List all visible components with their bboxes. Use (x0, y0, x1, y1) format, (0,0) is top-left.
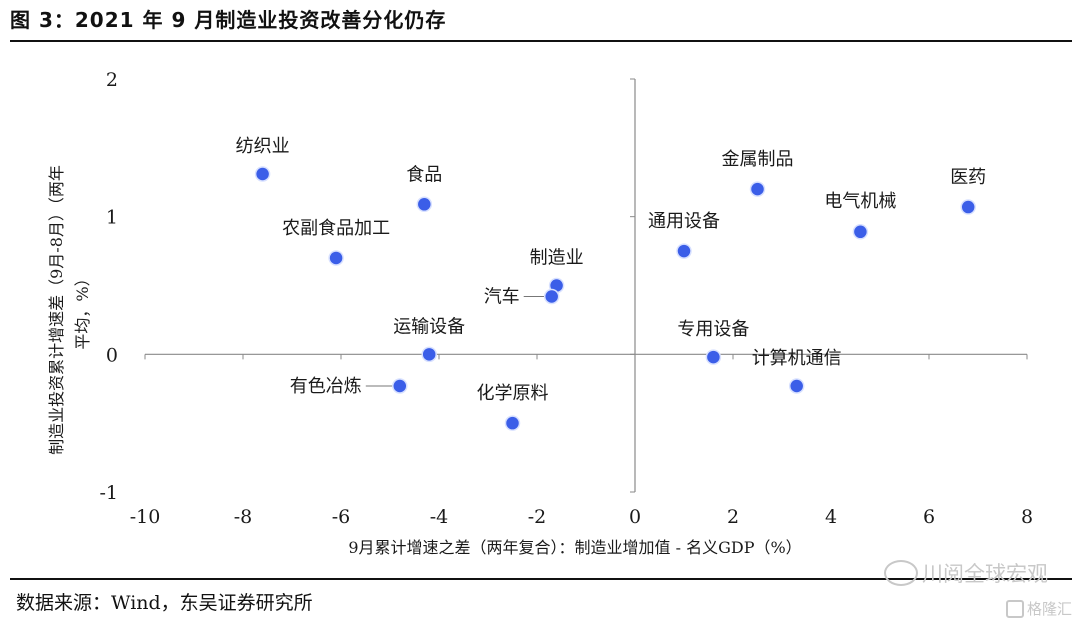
data-point-label: 专用设备 (677, 319, 749, 340)
top-rule (10, 40, 1072, 42)
bottom-rule (10, 578, 1072, 580)
y-tick-label: -1 (99, 482, 118, 504)
data-point-label: 金属制品 (722, 149, 794, 170)
data-point (852, 224, 869, 240)
data-point (705, 349, 722, 365)
data-point (421, 346, 437, 363)
data-point (676, 243, 692, 259)
x-tick-label: 8 (1021, 506, 1033, 528)
data-point (960, 199, 976, 215)
source-note: 数据来源：Wind，东吴证券研究所 (16, 592, 313, 614)
data-point (392, 378, 408, 394)
x-tick-label: -8 (234, 506, 253, 528)
x-tick-label: 4 (825, 506, 837, 528)
data-point-label: 医药 (950, 167, 986, 188)
data-point (504, 415, 521, 431)
y-tick-label: 2 (106, 69, 118, 91)
x-tick-label: -6 (332, 506, 351, 528)
data-point (328, 250, 344, 266)
x-tick-label: 0 (629, 506, 641, 528)
data-point (543, 288, 560, 305)
data-point-label: 运输设备 (393, 316, 465, 337)
x-tick-label: 2 (727, 506, 739, 528)
data-point-label: 汽车 (484, 287, 520, 308)
data-point (749, 181, 766, 197)
data-point-label: 电气机械 (824, 191, 896, 212)
brand-logo-icon (1005, 599, 1024, 618)
x-tick-label: 6 (923, 506, 935, 528)
y-tick-label: 1 (106, 207, 118, 229)
data-point-label: 纺织业 (236, 136, 290, 157)
data-point-label: 化学原料 (477, 383, 549, 404)
data-point (788, 378, 805, 394)
data-point-label: 计算机通信 (752, 348, 842, 369)
x-tick-label: -2 (528, 506, 547, 528)
brand-watermark: 格隆汇 (1005, 598, 1072, 619)
data-point-label: 食品 (406, 164, 442, 185)
data-point-label: 农副食品加工 (282, 218, 390, 239)
y-axis-title-line1: 制造业投资累计增速差（9月-8月）（两年 (47, 165, 66, 455)
x-tick-label: -10 (130, 506, 161, 528)
figure-title: 图 3：2021 年 9 月制造业投资改善分化仍存 (10, 8, 447, 32)
x-axis-title: 9月累计增速之差（两年复合）：制造业增加值 - 名义GDP（%） (348, 538, 801, 557)
watermark: 川阅全球宏观 (884, 558, 1048, 588)
data-point (254, 166, 271, 182)
y-tick-label: 0 (106, 344, 118, 366)
data-point-label: 通用设备 (648, 211, 720, 232)
watermark-text: 川阅全球宏观 (922, 562, 1048, 586)
x-tick-label: -4 (430, 506, 449, 528)
data-point (416, 196, 433, 213)
brand-text: 格隆汇 (1026, 600, 1072, 618)
y-axis-title-line2: 平均，%） (73, 270, 92, 349)
data-point-label: 制造业 (530, 248, 584, 269)
wechat-icon (884, 560, 918, 586)
data-point-label: 有色冶炼 (290, 376, 362, 397)
